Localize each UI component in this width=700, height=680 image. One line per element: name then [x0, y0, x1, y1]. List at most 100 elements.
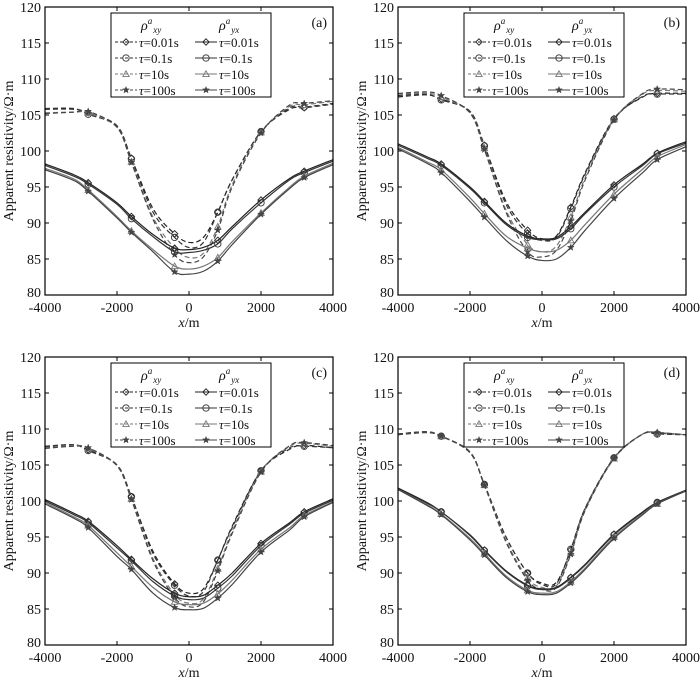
y-tick-label: 85 — [380, 253, 394, 268]
y-tick-label: 105 — [20, 459, 41, 474]
legend-value: =10s — [224, 417, 249, 432]
y-axis-label: Apparent resistivity/Ω·m — [355, 431, 370, 572]
y-tick-label: 85 — [27, 603, 41, 618]
legend-marker-triangle — [202, 69, 210, 78]
tau-symbol: τ — [219, 83, 225, 98]
tau-symbol: τ — [139, 51, 145, 66]
rho-symbol: ρ — [140, 369, 148, 384]
legend-marker-star — [201, 85, 211, 94]
data-point-xy-star — [84, 107, 93, 115]
legend-box — [110, 362, 272, 448]
x-tick-label: 2000 — [247, 651, 275, 666]
legend-marker-circle — [202, 404, 210, 412]
tau-symbol: τ — [492, 83, 498, 98]
legend-marker-circle — [122, 404, 130, 412]
data-point-yx-star — [300, 173, 309, 182]
rho-symbol: ρ — [218, 19, 226, 34]
series-yx-tau-0 — [45, 498, 333, 598]
data-point-xy-circle — [214, 556, 222, 564]
y-tick-label: 115 — [21, 387, 41, 402]
subscript: xy — [505, 375, 514, 385]
data-point-yx-star — [566, 578, 575, 587]
legend-header-yx: ρayx — [218, 366, 239, 385]
x-axis-label-unit: /m — [538, 666, 553, 680]
y-tick-label: 105 — [20, 109, 41, 124]
tau-symbol: τ — [572, 67, 578, 82]
legend-label-yx: τ=10s — [219, 417, 249, 432]
legend-header-xy: ρaxy — [493, 366, 514, 385]
tau-symbol: τ — [219, 51, 225, 66]
legend-value: =10s — [224, 67, 249, 82]
data-point-yx-circle — [523, 233, 532, 242]
tau-symbol: τ — [492, 67, 498, 82]
y-tick-label: 80 — [380, 636, 394, 651]
legend-label-xy: τ=10s — [492, 67, 522, 82]
superscript: a — [226, 16, 231, 26]
tau-symbol: τ — [492, 433, 498, 448]
tau-symbol: τ — [139, 433, 145, 448]
data-point-yx-star — [84, 523, 93, 532]
series-xy-tau-1 — [45, 102, 333, 249]
data-point-xy-star — [480, 480, 489, 489]
series-xy-tau-3 — [45, 100, 333, 264]
legend-marker-circle — [202, 54, 210, 62]
series-yx-tau-3 — [398, 488, 686, 596]
legend-label-xy: τ=100s — [492, 83, 529, 98]
x-axis-label-unit: /m — [538, 316, 553, 331]
y-tick-label: 95 — [380, 181, 394, 196]
legend-marker-star — [121, 85, 131, 94]
subscript: xy — [152, 375, 161, 385]
y-tick-label: 80 — [27, 286, 41, 301]
legend-marker-triangle — [555, 69, 563, 78]
y-tick-label: 85 — [27, 253, 41, 268]
data-point-yx-star — [127, 228, 136, 236]
tau-symbol: τ — [572, 83, 578, 98]
x-tick-label: 0 — [539, 301, 546, 316]
x-tick-label: 4000 — [672, 301, 700, 316]
data-point-xy-star — [437, 431, 446, 440]
y-tick-label: 95 — [380, 531, 394, 546]
x-axis-label: x/m — [178, 316, 200, 331]
legend-box — [463, 362, 625, 448]
series-yx-tau-0 — [398, 141, 686, 240]
legend-marker-star — [121, 435, 131, 444]
y-tick-label: 80 — [27, 636, 41, 651]
data-point-xy-star — [300, 99, 309, 107]
tau-symbol: τ — [492, 51, 498, 66]
data-point-xy-triangle — [523, 240, 532, 248]
legend-value: =0.01s — [224, 35, 259, 50]
x-tick-label: -2000 — [454, 651, 487, 666]
x-tick-label: 4000 — [672, 651, 700, 666]
legend-value: =0.1s — [144, 401, 173, 416]
data-point-xy-star — [437, 91, 446, 100]
legend-value: =100s — [577, 433, 609, 448]
legend-value: =0.01s — [577, 385, 612, 400]
data-point-xy-star — [127, 495, 136, 504]
tau-symbol: τ — [492, 417, 498, 432]
series-yx-tau-0 — [45, 159, 333, 251]
legend-label-xy: τ=0.01s — [139, 35, 179, 50]
legend-label-yx: τ=100s — [572, 433, 609, 448]
legend-value: =100s — [144, 433, 176, 448]
y-tick-label: 100 — [20, 495, 41, 510]
y-axis-label: Apparent resistivity/Ω·m — [2, 81, 17, 222]
legend-value: =100s — [497, 83, 529, 98]
data-point-xy-star — [213, 225, 222, 234]
chart-panel-b: 80 85 90 95 100 105 110 115 120 -4000 -2000 0 2000 40… — [355, 1, 700, 331]
legend-marker-diamond — [475, 38, 483, 46]
legend-marker-star — [201, 435, 211, 444]
data-point-yx-star — [437, 168, 446, 177]
legend-value: =10s — [577, 417, 602, 432]
legend-value: =100s — [497, 433, 529, 448]
legend-marker-circle — [475, 404, 483, 412]
series-xy-tau-1 — [398, 93, 686, 242]
tau-symbol: τ — [219, 401, 225, 416]
data-point-yx-triangle — [566, 236, 575, 244]
data-point-xy-star — [609, 115, 619, 124]
panel-label: (b) — [664, 16, 681, 31]
x-tick-label: -4000 — [29, 301, 62, 316]
rho-symbol: ρ — [140, 19, 148, 34]
data-point-xy-diamond — [653, 89, 662, 98]
legend-label-yx: τ=10s — [572, 67, 602, 82]
